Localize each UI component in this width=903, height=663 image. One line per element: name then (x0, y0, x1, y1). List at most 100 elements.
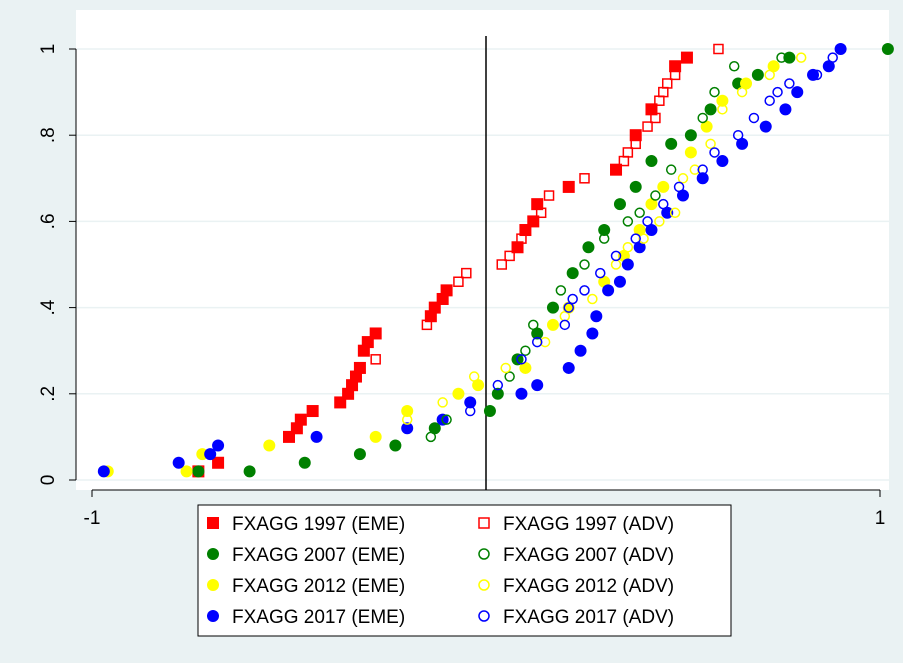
data-point (263, 439, 276, 452)
data-point (298, 456, 311, 469)
data-point (697, 112, 708, 124)
data-point (728, 60, 740, 72)
data-point (492, 379, 504, 391)
y-tick-label: .8 (38, 127, 59, 143)
data-point (546, 318, 559, 331)
data-point (582, 241, 595, 254)
data-point (369, 430, 382, 443)
data-point (243, 465, 256, 478)
legend-label: FXAGG 2012 (EME) (232, 576, 405, 597)
y-tick-label: 1 (38, 44, 59, 55)
data-point (504, 371, 515, 382)
legend-marker (207, 548, 219, 560)
data-point (700, 120, 713, 133)
data-point (622, 147, 634, 158)
data-point (535, 207, 547, 219)
data-point (759, 120, 772, 133)
legend-label: FXAGG 2017 (ADV) (503, 607, 674, 628)
data-point (661, 78, 673, 89)
data-point (531, 379, 544, 392)
legend-label: FXAGG 1997 (ADV) (503, 514, 674, 535)
data-point (567, 293, 578, 305)
legend-marker (478, 610, 490, 622)
plot-area (76, 10, 889, 490)
data-point (496, 259, 508, 270)
data-point (613, 198, 626, 211)
data-point (622, 242, 634, 253)
data-point (353, 361, 366, 374)
data-point (748, 112, 760, 124)
legend-marker (478, 579, 490, 591)
data-point (732, 129, 744, 141)
data-point (736, 137, 749, 150)
data-point (204, 448, 217, 461)
data-point (779, 103, 792, 116)
data-point (716, 155, 729, 168)
data-point (621, 258, 634, 271)
data-point (629, 129, 642, 142)
legend-box (197, 504, 732, 637)
data-point (633, 241, 646, 254)
data-point (353, 448, 366, 461)
data-point (713, 43, 724, 55)
data-point (528, 319, 539, 331)
data-point (689, 164, 701, 175)
data-point (491, 387, 504, 400)
data-point (822, 60, 835, 73)
data-point (369, 327, 382, 340)
data-point (645, 103, 658, 116)
data-point (468, 371, 480, 382)
data-point (516, 354, 527, 365)
data-point (192, 465, 205, 478)
data-point (684, 129, 697, 142)
data-point (306, 405, 319, 418)
data-point (669, 69, 681, 81)
grid-lines (76, 48, 889, 481)
data-point (654, 216, 665, 227)
data-point (563, 302, 574, 313)
data-point (776, 52, 787, 63)
data-point (574, 344, 587, 357)
data-point (310, 430, 323, 443)
data-point (579, 259, 590, 270)
legend-marker (478, 517, 490, 529)
data-point (520, 345, 531, 356)
y-tick-label: .2 (38, 386, 59, 402)
data-point (784, 78, 795, 89)
data-point (595, 267, 606, 279)
legend: FXAGG 1997 (EME) FXAGG 1997 (ADV) FXAGG 20… (197, 504, 732, 637)
data-point (642, 216, 653, 227)
data-point (519, 361, 532, 374)
legend-label: FXAGG 2017 (EME) (232, 607, 405, 628)
data-point (472, 379, 485, 392)
data-point (704, 103, 717, 116)
data-point (658, 198, 669, 210)
data-point (464, 396, 477, 409)
data-point (716, 94, 729, 107)
data-point (515, 387, 528, 400)
data-point (677, 173, 689, 184)
data-point (673, 181, 685, 193)
data-point (531, 336, 543, 348)
data-point (764, 95, 775, 106)
data-point (650, 112, 661, 124)
data-point (791, 86, 804, 99)
legend-label: FXAGG 2012 (ADV) (503, 576, 674, 597)
data-point (677, 189, 689, 202)
data-point (401, 405, 414, 418)
data-point (629, 180, 642, 193)
data-point (531, 327, 544, 340)
data-point (709, 86, 720, 98)
data-point (633, 224, 646, 237)
data-point (483, 405, 496, 418)
data-point (172, 456, 185, 469)
data-point (634, 207, 645, 219)
y-tick-label: .4 (38, 299, 59, 315)
data-point (421, 319, 433, 331)
data-point (587, 293, 598, 305)
data-point (516, 233, 527, 244)
data-point (740, 77, 753, 90)
legend-marker (207, 517, 219, 529)
